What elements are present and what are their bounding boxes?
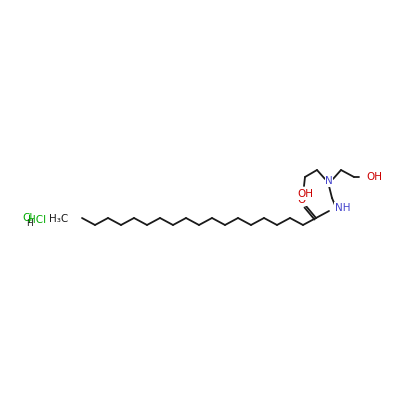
Text: OH: OH bbox=[297, 189, 313, 199]
Text: HCl: HCl bbox=[28, 215, 46, 225]
Text: NH: NH bbox=[335, 203, 350, 213]
Text: Cl: Cl bbox=[22, 213, 32, 223]
Text: O: O bbox=[298, 195, 306, 205]
Text: N: N bbox=[325, 176, 333, 186]
Text: H₃C: H₃C bbox=[49, 214, 68, 224]
Text: OH: OH bbox=[366, 172, 382, 182]
Text: H: H bbox=[26, 220, 33, 228]
